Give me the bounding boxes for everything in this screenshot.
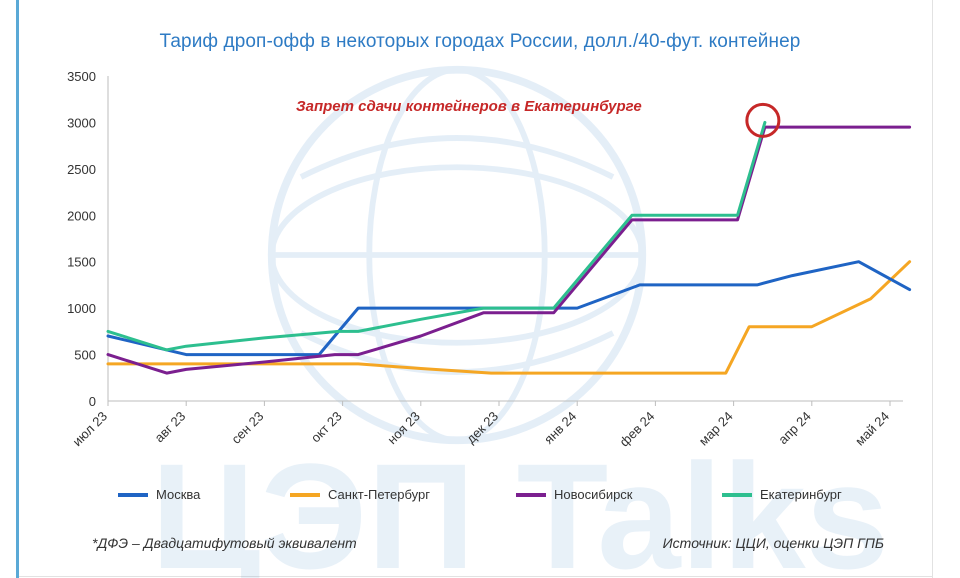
y-axis: 0 500 1000 1500 2000 2500 3000 3500	[67, 69, 109, 409]
legend-label: Москва	[156, 487, 201, 502]
series-group	[106, 120, 912, 375]
y-tick-label: 2500	[67, 162, 96, 177]
annotation-group	[745, 102, 781, 138]
x-tick-label: фев 24	[617, 409, 658, 450]
x-tick-label: ноя 23	[384, 409, 423, 448]
x-tick-label: авг 23	[152, 409, 189, 446]
y-tick-label: 3000	[67, 115, 96, 130]
legend-item-ekaterinburg: Екатеринбург	[722, 487, 842, 502]
legend-item-spb: Санкт-Петербург	[290, 487, 430, 502]
annotation-circle-marker	[745, 102, 781, 138]
x-tick-label: сен 23	[228, 409, 266, 447]
legend-swatch-ekaterinburg	[722, 492, 752, 497]
x-tick-label: апр 24	[775, 409, 814, 448]
chart-title: Тариф дроп-офф в некоторых городах Росси…	[159, 31, 801, 52]
source-note: Источник: ЦЦИ, оценки ЦЭП ГПБ	[662, 535, 884, 551]
chart-legend: Москва Санкт-Петербург Новосибирск Екате…	[0, 487, 960, 507]
x-tick-label: май 24	[852, 409, 892, 449]
legend-item-novosibirsk: Новосибирск	[516, 487, 633, 502]
legend-label: Екатеринбург	[760, 487, 842, 502]
legend-label: Санкт-Петербург	[328, 487, 430, 502]
x-tick-label: июл 23	[70, 409, 111, 450]
series-line-2	[106, 125, 912, 375]
y-tick-label: 1500	[67, 255, 96, 270]
y-tick-label: 1000	[67, 301, 96, 316]
legend-swatch-spb	[290, 492, 320, 497]
x-tick-label: мар 24	[696, 409, 736, 449]
x-tick-label: янв 24	[541, 409, 579, 447]
legend-swatch-novosibirsk	[516, 492, 546, 497]
series-line-1	[106, 260, 912, 375]
x-tick-label: дек 23	[463, 409, 501, 447]
ban-annotation: Запрет сдачи контейнеров в Екатеринбурге	[296, 98, 642, 115]
x-axis: июл 23 авг 23 сен 23 окт 23 ноя 23 дек 23 янв …	[70, 400, 903, 450]
y-tick-label: 3500	[67, 69, 96, 84]
frame-right-border	[932, 0, 933, 578]
y-tick-label: 2000	[67, 208, 96, 223]
legend-label: Новосибирск	[554, 487, 633, 502]
legend-item-moscow: Москва	[118, 487, 200, 502]
footnote: *ДФЭ – Двадцатифутовый эквивалент	[92, 535, 357, 551]
frame-bottom-border	[19, 576, 933, 577]
series-line-3	[106, 120, 767, 352]
y-tick-label: 0	[89, 394, 96, 409]
frame-accent-bar	[16, 0, 19, 578]
x-tick-label: окт 23	[308, 409, 345, 446]
y-tick-label: 500	[74, 348, 96, 363]
legend-swatch-moscow	[118, 492, 148, 497]
